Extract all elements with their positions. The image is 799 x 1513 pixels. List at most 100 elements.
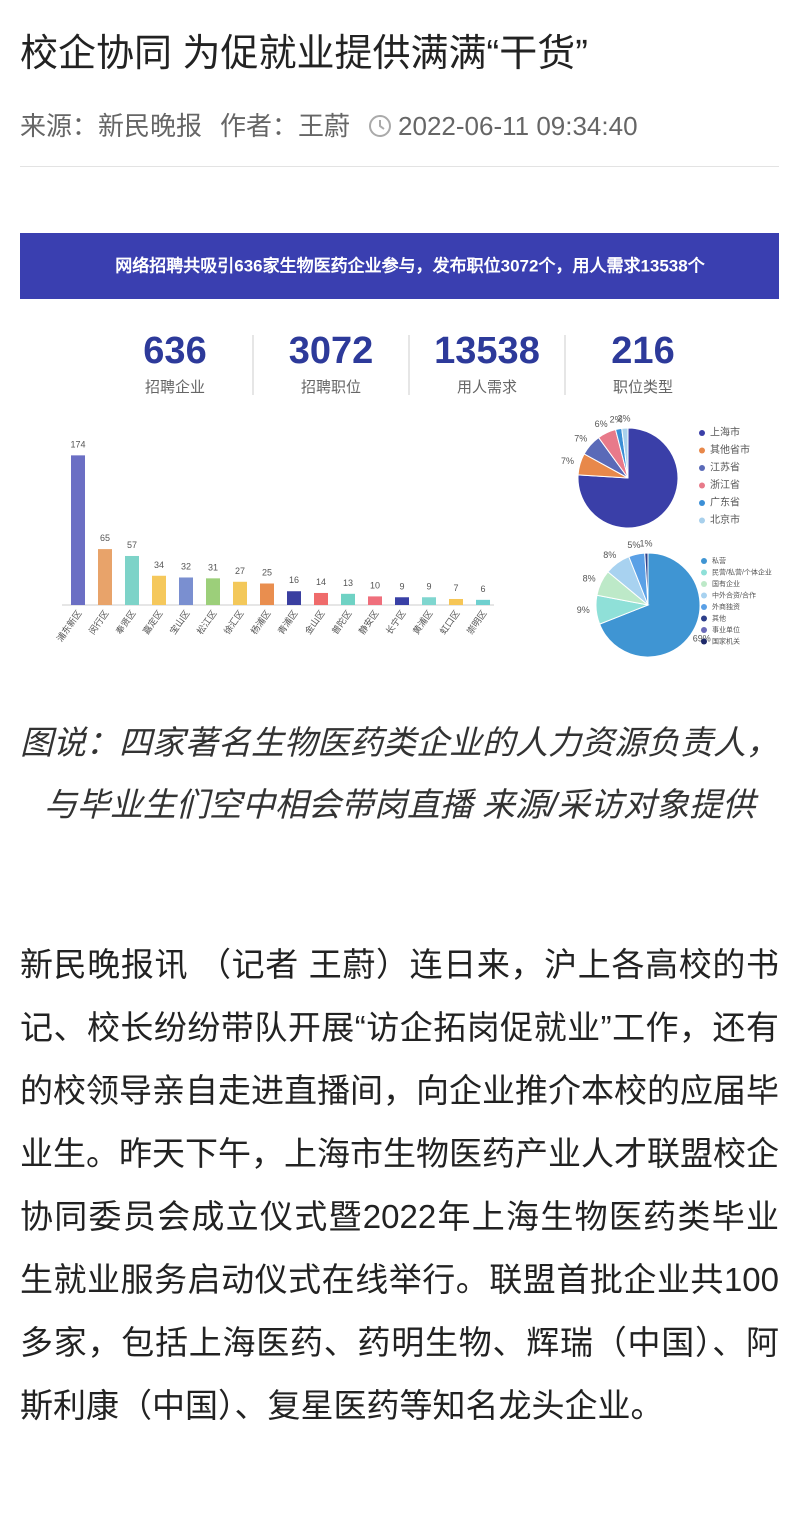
pie-label: 7%	[561, 456, 574, 466]
legend-marker	[701, 581, 707, 587]
legend-label: 其他	[712, 613, 726, 622]
bar	[449, 598, 463, 605]
bar-label: 32	[181, 561, 191, 571]
bar	[233, 581, 247, 605]
legend-label: 广东省	[710, 496, 740, 509]
bar	[422, 597, 436, 605]
bar-label: 6	[480, 584, 485, 594]
bar	[206, 578, 220, 605]
datetime: 2022-06-11 09:34:40	[398, 111, 638, 141]
bar-label: 9	[426, 581, 431, 591]
legend-label: 民营/私营/个体企业	[712, 567, 772, 576]
bar	[368, 596, 382, 605]
bar-label: 16	[289, 575, 299, 585]
divider	[20, 166, 779, 167]
x-tick-label: 黄浦区	[410, 608, 435, 636]
x-tick-label: 金山区	[302, 608, 327, 636]
stat-value: 216	[611, 330, 674, 372]
legend-label: 其他省市	[710, 443, 750, 456]
bar-label: 31	[208, 562, 218, 572]
bar-label: 27	[235, 566, 245, 576]
stat-value: 3072	[289, 330, 374, 372]
pie-label: 8%	[603, 550, 616, 560]
pie-label: 69%	[693, 634, 711, 644]
bar	[341, 593, 355, 605]
stat-label: 招聘职位	[301, 379, 361, 396]
x-tick-label: 嘉定区	[140, 608, 165, 636]
bar-label: 34	[154, 560, 164, 570]
bar	[314, 592, 328, 605]
legend-marker	[699, 482, 705, 489]
pie-label: 2%	[610, 414, 623, 424]
bar	[152, 575, 166, 605]
bar	[98, 549, 112, 605]
stat-value: 636	[143, 330, 206, 372]
legend-label: 江苏省	[710, 461, 740, 474]
body-text: 新民晚报讯 （记者 王蔚）连日来，沪上各高校的书记、校长纷纷带队开展“访企拓岗促…	[20, 946, 779, 1424]
legend-marker	[701, 638, 707, 645]
x-tick-label: 普陀区	[329, 608, 354, 636]
source: 来源：新民晚报	[20, 111, 203, 141]
pie-label: 8%	[583, 573, 596, 583]
legend-label: 外商独资	[712, 602, 740, 611]
infographic: 网络招聘共吸引636家生物医药企业参与，发布职位3072个，用人需求13538个…	[20, 233, 779, 658]
bar	[476, 599, 490, 605]
x-tick-label: 长宁区	[383, 608, 408, 636]
legend-label: 国家机关	[712, 636, 740, 645]
legend-marker	[699, 517, 705, 524]
pie-slice	[621, 427, 629, 479]
x-tick-label: 闵行区	[86, 608, 111, 636]
legend-label: 国有企业	[712, 579, 740, 588]
x-tick-label: 杨浦区	[248, 608, 273, 636]
pie-label: 7%	[574, 433, 587, 443]
x-tick-label: 浦东新区	[54, 608, 84, 644]
bar	[287, 591, 301, 605]
legend-marker	[701, 569, 707, 576]
author: 作者：王蔚	[220, 111, 351, 141]
banner-bg	[20, 233, 779, 299]
banner: 网络招聘共吸引636家生物医药企业参与，发布职位3072个，用人需求13538个	[115, 255, 705, 275]
pie-slice	[644, 552, 649, 606]
bar-label: 9	[399, 581, 404, 591]
bar-label: 25	[262, 568, 272, 578]
x-tick-label: 青浦区	[275, 608, 300, 636]
x-tick-label: 虹口区	[438, 608, 462, 636]
x-tick-label: 奉贤区	[113, 608, 138, 636]
stat-label: 招聘企业	[145, 378, 205, 396]
clock-icon	[369, 115, 392, 137]
stat-value: 13538	[434, 330, 540, 372]
bar-label: 57	[127, 540, 137, 550]
legend-marker	[699, 500, 705, 506]
legend-marker	[701, 558, 707, 564]
pie-label: 1%	[639, 538, 652, 548]
legend-marker	[699, 447, 705, 454]
bar	[71, 455, 85, 605]
bar-label: 13	[343, 578, 353, 588]
bar-label: 10	[370, 580, 380, 590]
legend-label: 浙江省	[710, 478, 740, 491]
bar-label: 65	[100, 533, 110, 543]
bar	[395, 597, 409, 605]
bar-label: 7	[453, 583, 458, 593]
legend-marker	[701, 615, 707, 622]
legend-marker	[701, 604, 707, 610]
stat-label: 职位类型	[613, 379, 673, 396]
x-tick-label: 松江区	[194, 608, 219, 636]
legend-label: 私营	[712, 556, 726, 565]
pie-label: 9%	[577, 605, 590, 615]
x-tick-label: 徐汇区	[221, 608, 246, 636]
bar	[260, 583, 274, 605]
legend-label: 北京市	[710, 513, 740, 526]
legend-label: 事业单位	[712, 625, 740, 634]
x-tick-label: 宝山区	[167, 608, 192, 636]
legend-label: 中外合资/合作	[712, 590, 756, 599]
bar-label: 174	[70, 439, 85, 449]
caption: 图说：四家著名生物医药类企业的人力资源负责人，与毕业生们空中相会带岗直播 来源/…	[20, 724, 779, 823]
title: 校企协同 为促就业提供满满“干货”	[20, 33, 588, 75]
stat-label: 用人需求	[457, 379, 517, 396]
x-tick-label: 静安区	[356, 608, 381, 636]
legend-marker	[701, 592, 707, 599]
legend-marker	[701, 627, 707, 633]
pie-label: 6%	[595, 419, 608, 429]
